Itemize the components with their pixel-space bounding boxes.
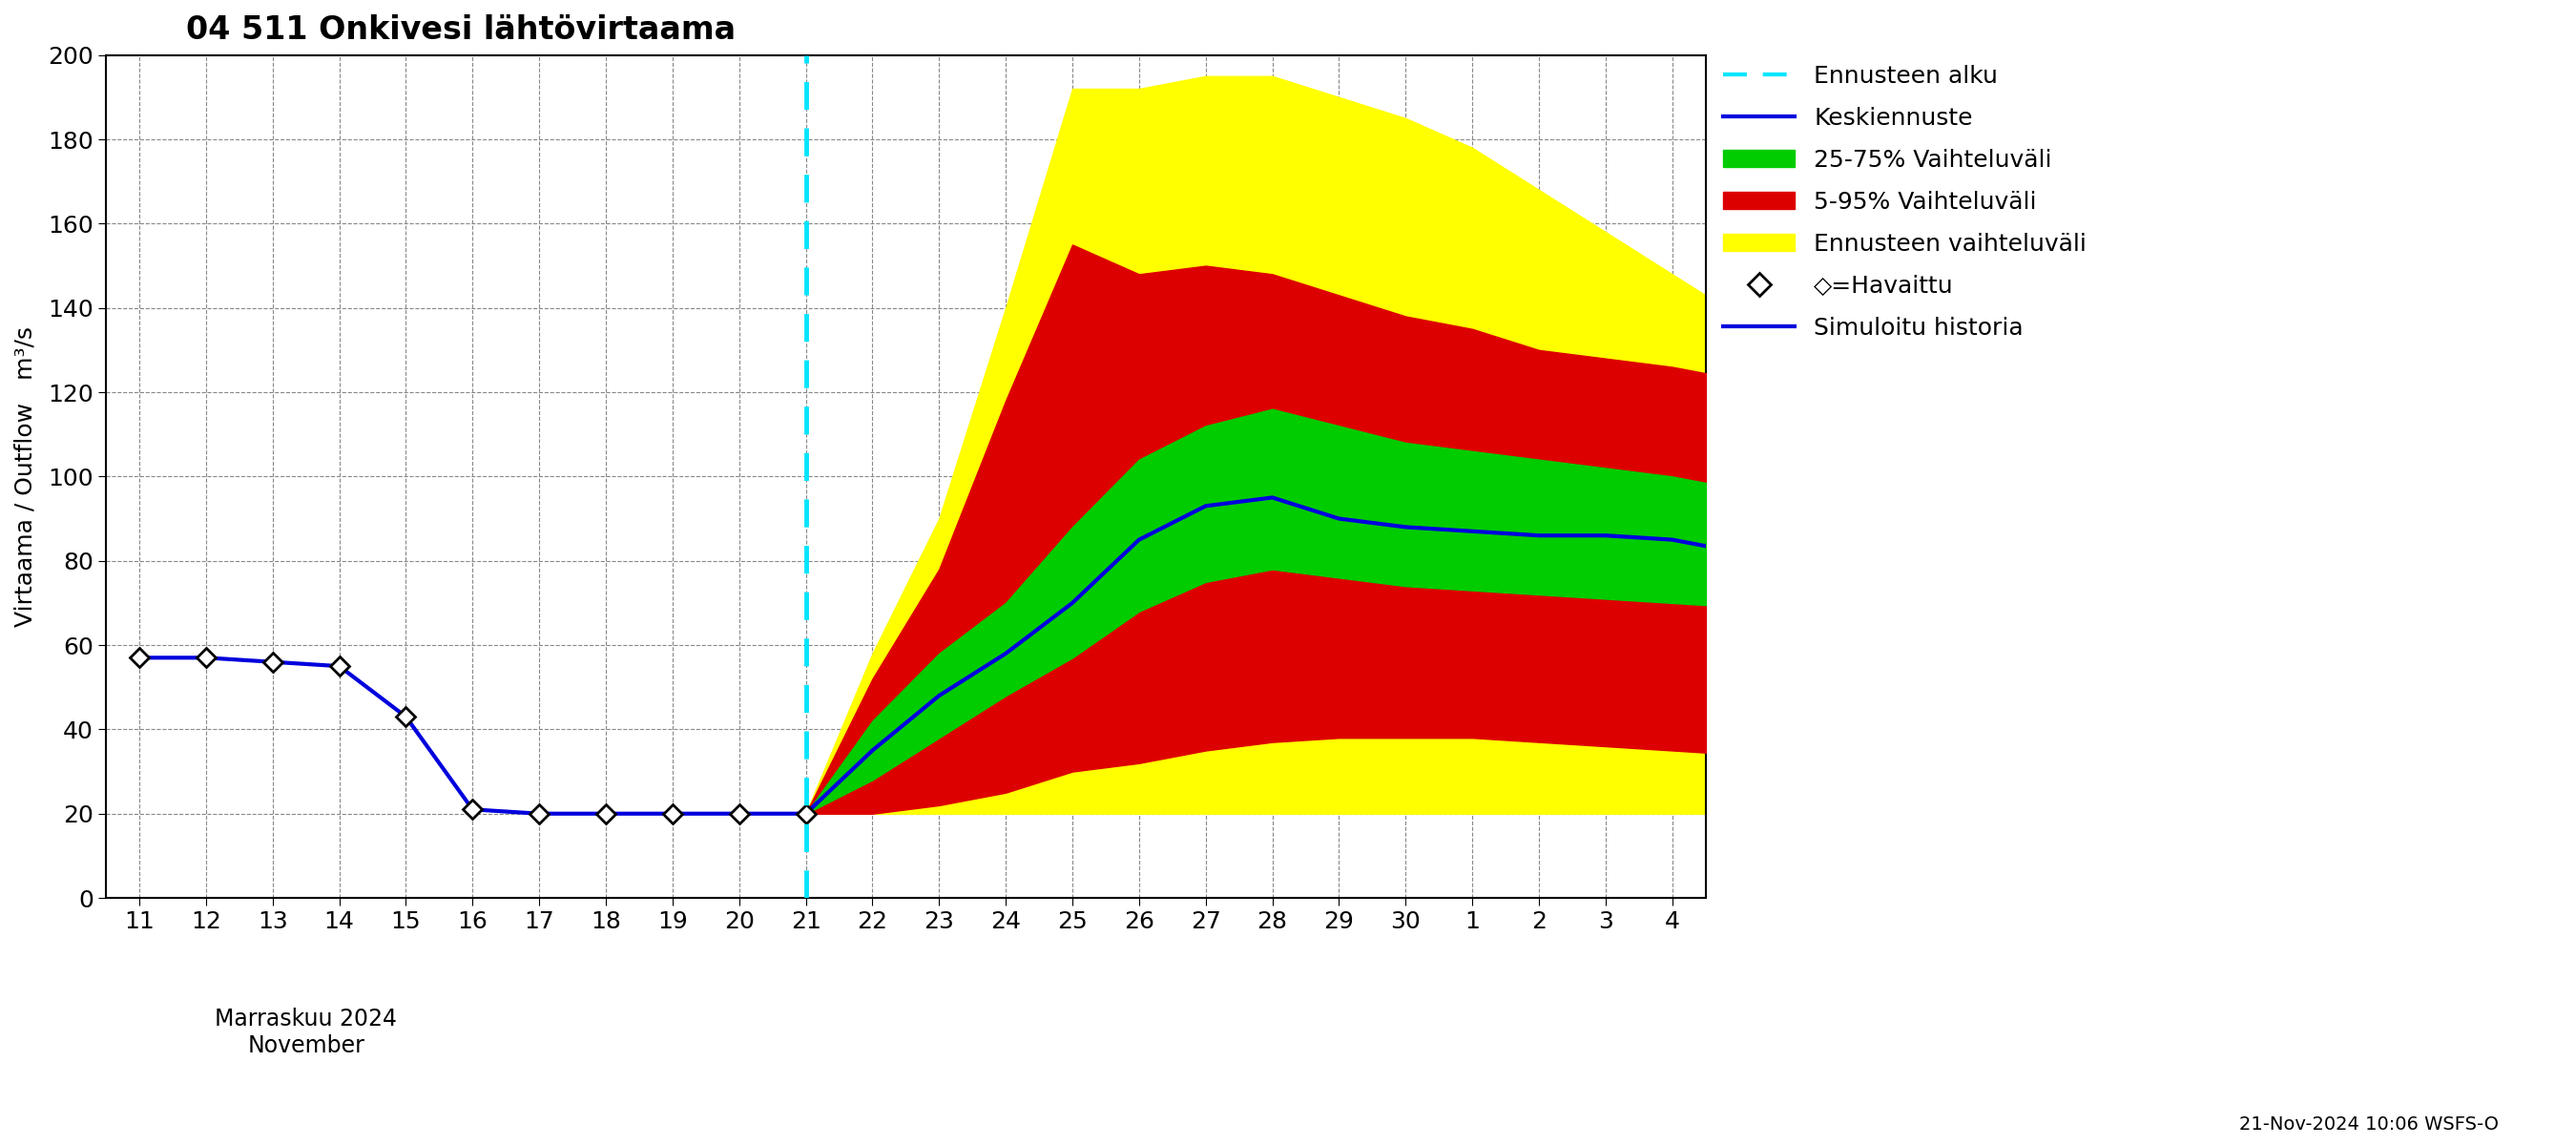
- Text: 04 511 Onkivesi lähtövirtaama: 04 511 Onkivesi lähtövirtaama: [185, 14, 737, 46]
- Y-axis label: Virtaama / Outflow   m³/s: Virtaama / Outflow m³/s: [15, 326, 36, 626]
- Text: Marraskuu 2024
November: Marraskuu 2024 November: [214, 1008, 397, 1057]
- Legend: Ennusteen alku, Keskiennuste, 25-75% Vaihteluväli, 5-95% Vaihteluväli, Ennusteen: Ennusteen alku, Keskiennuste, 25-75% Vai…: [1713, 55, 2097, 349]
- Text: 21-Nov-2024 10:06 WSFS-O: 21-Nov-2024 10:06 WSFS-O: [2239, 1115, 2499, 1134]
